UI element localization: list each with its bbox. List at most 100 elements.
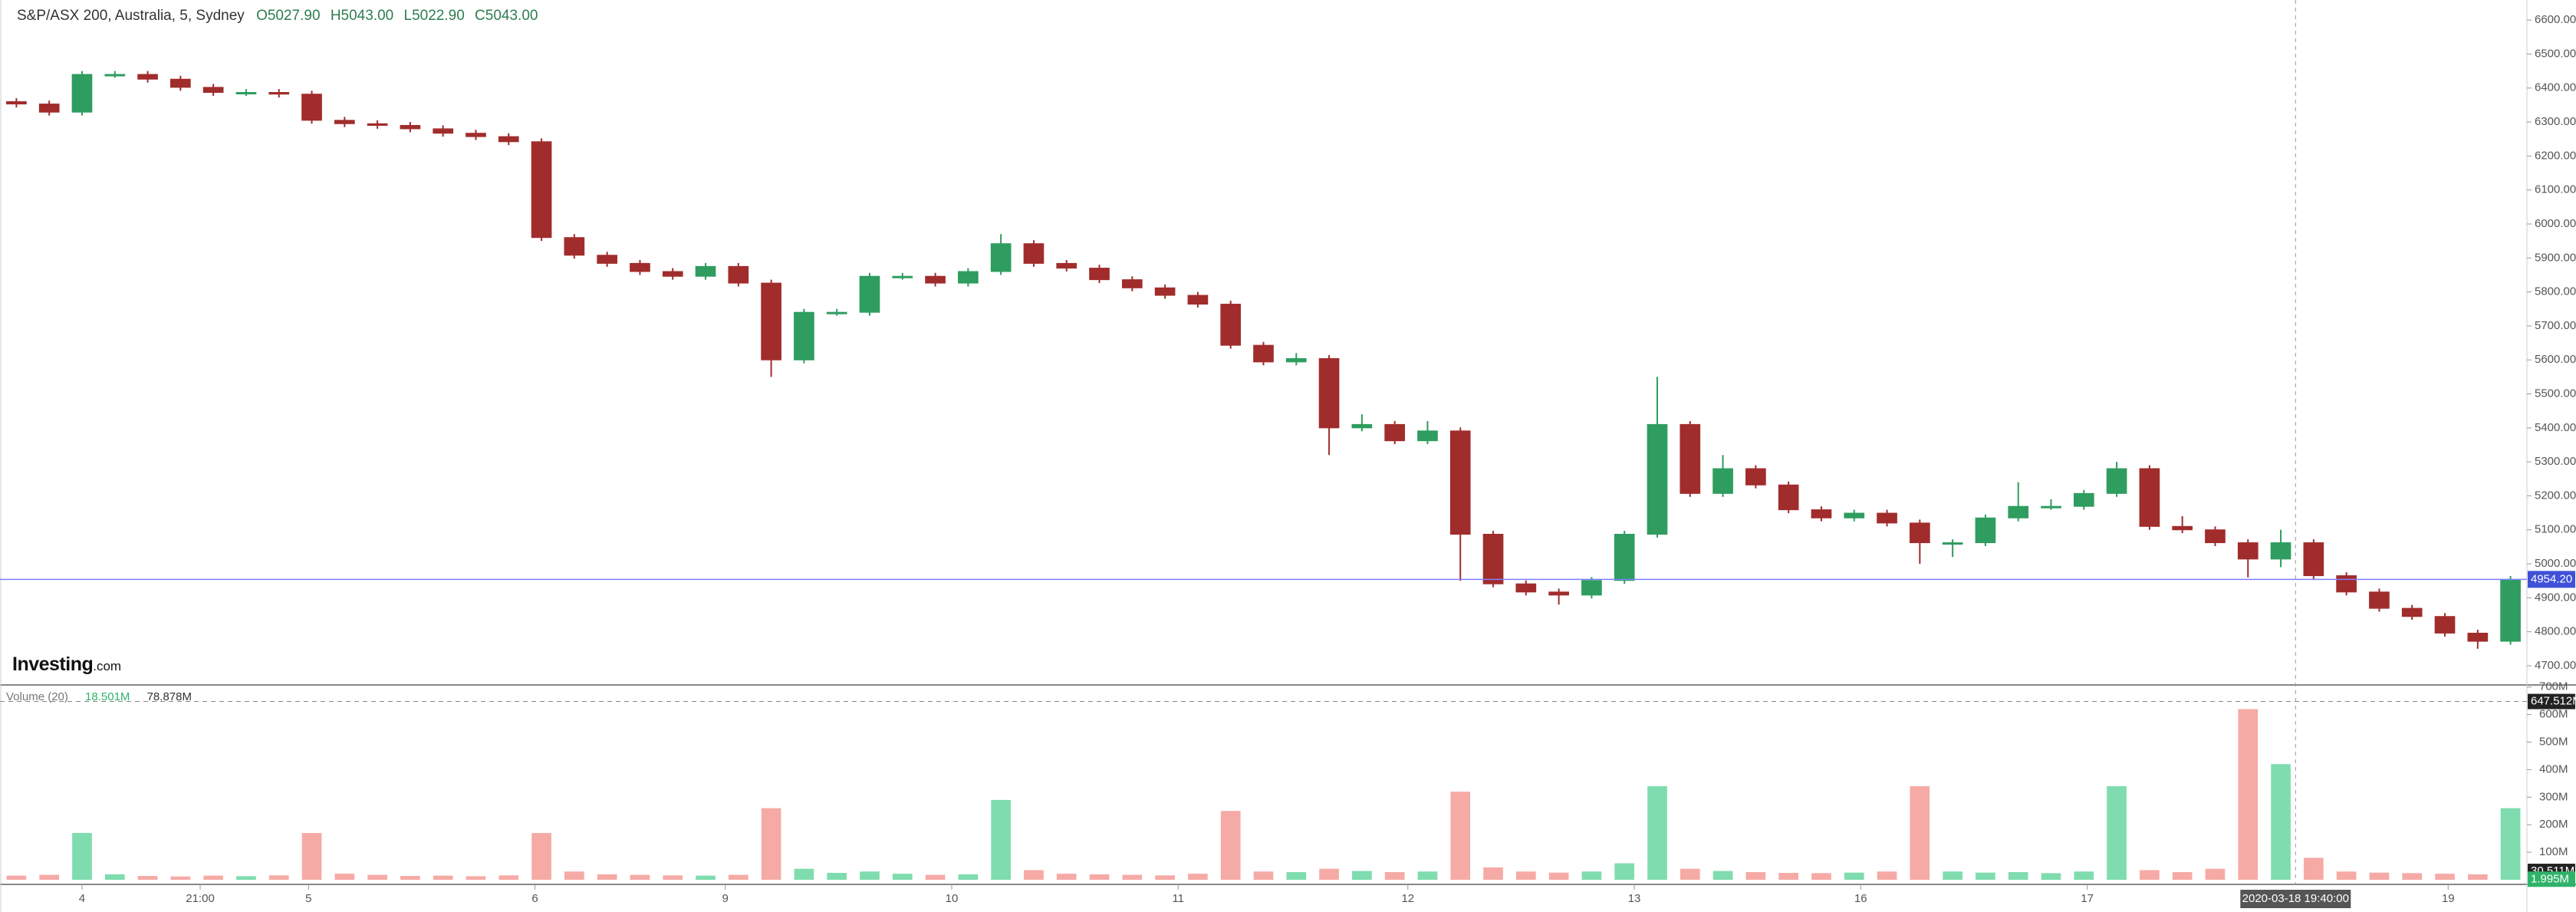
candle-body [1056, 262, 1077, 269]
volume-bar [1811, 873, 1831, 880]
candle-body [6, 100, 27, 105]
volume-bar [1220, 811, 1241, 880]
volume-bar [1910, 785, 1930, 880]
volume-bar [104, 874, 125, 880]
candle-body [531, 141, 552, 239]
candle-body [400, 124, 421, 130]
candle-body [2467, 632, 2489, 642]
candle-body [662, 271, 683, 277]
candle-body [2500, 578, 2521, 642]
volume-bar [2074, 871, 2094, 880]
volume-bar [268, 875, 289, 880]
crosshair-box [2240, 890, 2351, 908]
volume-bar [564, 871, 584, 880]
volume-bar [1155, 875, 1175, 880]
y-tick-label: 5200.00 [2535, 489, 2576, 502]
candle-body [301, 94, 322, 121]
volume-tick-label: 100M [2539, 845, 2568, 858]
volume-bar [1352, 871, 1372, 880]
high-value: H5043.00 [330, 8, 394, 24]
y-tick-label: 6000.00 [2535, 217, 2576, 230]
volume-bar [663, 875, 683, 880]
candle-body [2237, 542, 2259, 560]
volume-bar [2041, 873, 2061, 880]
volume-tick-label: 600M [2539, 708, 2568, 721]
volume-bar [1056, 874, 1077, 880]
candle-body [1548, 591, 1569, 596]
candle-body [695, 265, 716, 277]
volume-bar [1745, 871, 1766, 880]
candle-body [1844, 512, 1865, 519]
candle-body [1877, 512, 1897, 524]
y-tick-label: 6400.00 [2535, 81, 2576, 94]
x-tick-label: 13 [1628, 892, 1641, 905]
volume-bar [1253, 871, 1274, 880]
candle-body [1679, 423, 1701, 494]
volume-bar [2435, 874, 2455, 880]
candle-body [925, 275, 946, 284]
candle-body [2008, 505, 2029, 519]
logo-brand: Investing [12, 654, 94, 675]
volume-bar [334, 874, 355, 880]
volume-bar [860, 871, 880, 880]
volume-bar [1548, 872, 1569, 880]
crosshair-label: 2020-03-18 19:40:00 [2242, 892, 2349, 905]
candle-body [1384, 423, 1406, 442]
y-tick-label: 6100.00 [2535, 183, 2576, 196]
volume-bar [958, 874, 979, 880]
candle-body [170, 78, 191, 88]
volume-tick-label: 200M [2539, 818, 2568, 831]
candle-body [859, 275, 880, 313]
volume-bar [170, 876, 191, 880]
candle-body [2336, 575, 2357, 593]
candle-body [1121, 279, 1143, 288]
candle-body [1154, 287, 1176, 296]
volume-bar [2467, 874, 2488, 880]
candle-body [1449, 430, 1471, 535]
volume-average: 78.878M [146, 690, 192, 703]
candle-body [1745, 468, 1766, 486]
candle-body [1942, 542, 1963, 545]
logo: Investing.com [12, 654, 121, 676]
y-tick-label: 5900.00 [2535, 251, 2576, 264]
volume-bar [2140, 870, 2160, 880]
candle-body [2401, 607, 2423, 617]
candle-body [71, 74, 93, 113]
volume-bar [2271, 764, 2291, 880]
candle-body [104, 74, 126, 77]
volume-tick-label: 700M [2539, 680, 2568, 693]
y-tick-label: 6200.00 [2535, 149, 2576, 162]
candle-body [1089, 268, 1110, 281]
volume-bar [2304, 858, 2324, 880]
candle-body [2205, 529, 2226, 544]
volume-bar [2205, 868, 2226, 880]
volume-bar [1319, 868, 1339, 880]
y-tick-label: 5000.00 [2535, 557, 2576, 570]
x-tick-label: 6 [531, 892, 538, 905]
candle-body [202, 87, 224, 94]
volume-bar [1943, 871, 1962, 880]
y-tick-label: 6600.00 [2535, 13, 2576, 26]
volume-bar [925, 874, 946, 880]
candle-body [2172, 525, 2193, 531]
candle-body [1285, 357, 1307, 363]
candle-body [761, 282, 781, 361]
volume-bar [498, 875, 519, 880]
y-tick-label: 5500.00 [2535, 387, 2576, 400]
candle-body [1220, 304, 1242, 346]
volume-bar [39, 874, 60, 880]
volume-bar [1976, 872, 1995, 880]
volume-bar [1089, 874, 1110, 880]
x-tick-label: 19 [2442, 892, 2455, 905]
volume-bar [1188, 874, 1208, 880]
candle-body [1351, 423, 1373, 429]
volume-bar [137, 875, 158, 880]
candle-body [2270, 542, 2291, 560]
candle-body [2303, 542, 2324, 577]
candle-body [2434, 616, 2456, 634]
volume-bar [2369, 872, 2390, 880]
open-value: O5027.90 [256, 8, 321, 24]
volume-bar [991, 799, 1011, 880]
